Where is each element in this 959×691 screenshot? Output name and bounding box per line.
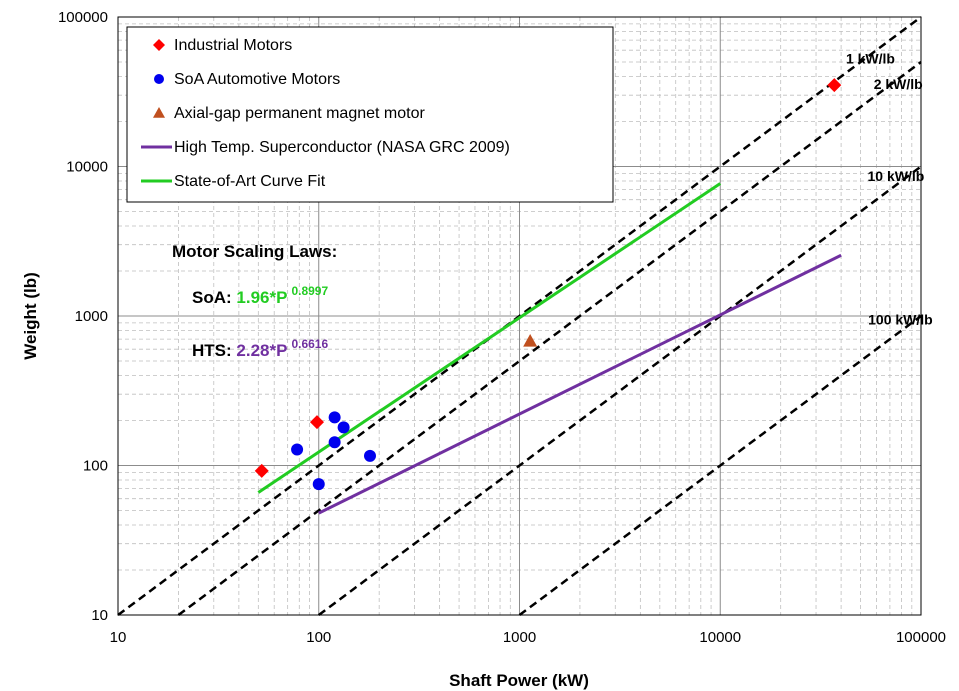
y-tick-label: 100 xyxy=(83,458,108,475)
circle-marker xyxy=(312,478,325,491)
hts-law-prefix: HTS: xyxy=(192,341,236,360)
triangle-marker xyxy=(153,107,165,118)
x-tick-label: 100000 xyxy=(896,629,946,646)
scaling-laws-annotation: Motor Scaling Laws: SoA: 1.96*P 0.8997 H… xyxy=(172,242,337,360)
soa-law-exponent: 0.8997 xyxy=(291,284,328,298)
circle-marker xyxy=(328,436,341,449)
y-axis-title: Weight (lb) xyxy=(21,272,40,360)
data-markers xyxy=(254,78,842,491)
reference-line xyxy=(177,61,922,617)
triangle-marker xyxy=(523,334,538,347)
reference-line-labels: 1 kW/lb 2 kW/lb 10 kW/lb 100 kW/lb xyxy=(846,50,933,327)
reference-line-label: 1 kW/lb xyxy=(846,50,895,66)
reference-line-label: 100 kW/lb xyxy=(868,311,933,327)
diamond-marker xyxy=(827,78,842,93)
reference-line-label: 10 kW/lb xyxy=(868,168,925,184)
hts-law-formula: 2.28*P xyxy=(236,341,287,360)
circle-marker xyxy=(154,74,164,84)
hts-law: HTS: 2.28*P 0.6616 xyxy=(192,337,328,360)
fit-lines xyxy=(257,182,842,515)
legend-label: Industrial Motors xyxy=(174,37,292,54)
y-tick-label: 100000 xyxy=(58,9,108,26)
y-tick-label: 1000 xyxy=(75,308,108,325)
circle-marker xyxy=(291,443,304,456)
reference-line xyxy=(518,314,922,617)
legend: Industrial Motors SoA Automotive Motors Ax… xyxy=(126,26,614,203)
fit-line xyxy=(318,253,842,515)
x-tick-labels: 10 100 1000 10000 100000 xyxy=(110,629,946,646)
x-tick-label: 10 xyxy=(110,629,127,646)
legend-label: High Temp. Superconductor (NASA GRC 2009… xyxy=(174,139,510,156)
plot-frame xyxy=(117,16,922,616)
soa-law-prefix: SoA: xyxy=(192,288,236,307)
circle-marker xyxy=(337,421,350,434)
legend-label: State-of-Art Curve Fit xyxy=(174,173,326,190)
y-tick-label: 10000 xyxy=(66,159,108,176)
diamond-marker xyxy=(153,39,165,51)
x-axis-title: Shaft Power (kW) xyxy=(449,671,589,690)
diamond-marker xyxy=(309,415,324,430)
reference-line-label: 2 kW/lb xyxy=(874,76,923,92)
hts-law-exponent: 0.6616 xyxy=(291,337,328,351)
legend-label: Axial-gap permanent magnet motor xyxy=(174,105,425,122)
x-tick-label: 10000 xyxy=(699,629,741,646)
circle-marker xyxy=(363,449,376,462)
x-tick-label: 1000 xyxy=(503,629,536,646)
legend-items: Industrial Motors SoA Automotive Motors Ax… xyxy=(141,37,510,190)
legend-box xyxy=(126,26,614,203)
y-tick-label: 10 xyxy=(91,607,108,624)
y-tick-labels: 10 100 1000 10000 100000 xyxy=(58,9,108,624)
x-tick-label: 100 xyxy=(306,629,331,646)
soa-law: SoA: 1.96*P 0.8997 xyxy=(192,284,328,307)
soa-law-formula: 1.96*P xyxy=(236,288,287,307)
scaling-laws-title: Motor Scaling Laws: xyxy=(172,242,337,261)
circle-marker xyxy=(328,411,341,424)
diamond-marker xyxy=(254,463,269,478)
legend-label: SoA Automotive Motors xyxy=(174,71,340,88)
reference-line xyxy=(318,165,922,617)
